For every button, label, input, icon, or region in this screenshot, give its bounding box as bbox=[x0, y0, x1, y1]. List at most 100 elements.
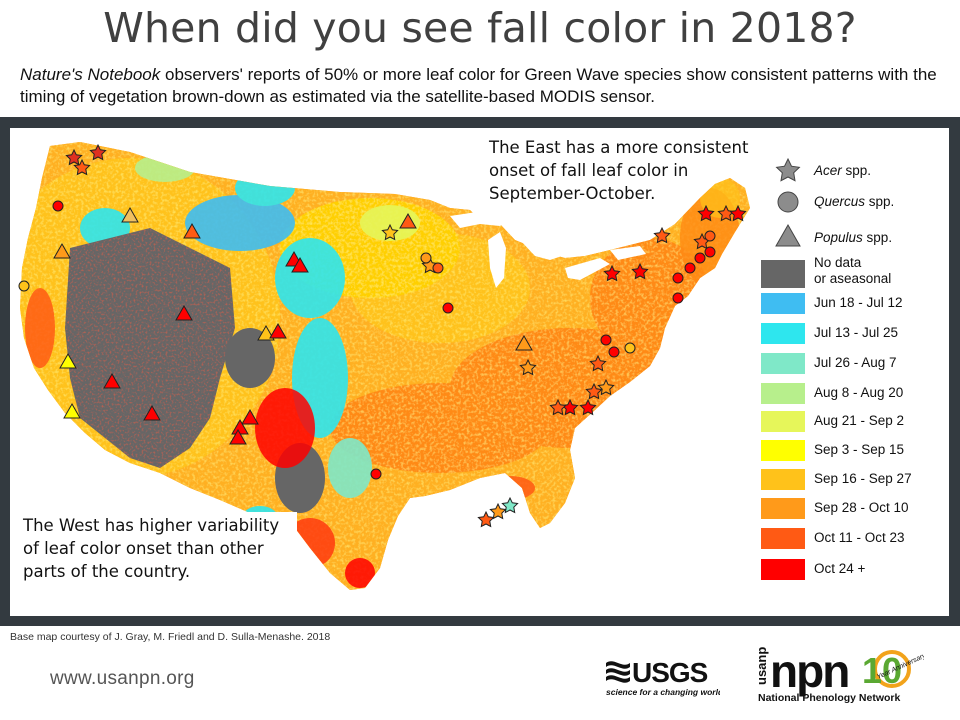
legend-swatch bbox=[761, 353, 805, 374]
quercus-marker bbox=[432, 262, 444, 274]
legend-label: Sep 16 - Sep 27 bbox=[814, 471, 912, 486]
populus-marker bbox=[291, 256, 309, 273]
acer-marker bbox=[65, 148, 83, 166]
legend-label-no-data: No data or aseasonal bbox=[814, 255, 892, 286]
acer-marker bbox=[89, 143, 107, 161]
legend-populus-label: Populus spp. bbox=[814, 230, 893, 245]
legend-quercus: Quercus spp. bbox=[758, 187, 948, 217]
acer-marker bbox=[597, 378, 615, 396]
acer-marker bbox=[589, 354, 607, 372]
quercus-marker bbox=[624, 342, 636, 354]
quercus-marker bbox=[704, 246, 716, 258]
populus-marker bbox=[53, 242, 71, 259]
legend-swatch bbox=[761, 323, 805, 344]
acer-marker bbox=[549, 398, 567, 416]
circle-icon bbox=[777, 191, 799, 213]
legend-swatch bbox=[761, 469, 805, 490]
quercus-marker bbox=[694, 252, 706, 264]
observation-markers bbox=[18, 143, 747, 528]
acer-marker bbox=[519, 358, 537, 376]
website-link[interactable]: www.usanpn.org bbox=[50, 668, 195, 689]
legend-label: Sep 3 - Sep 15 bbox=[814, 442, 905, 457]
usanpn-logo: usanpn npn 10 Year Anniversary National … bbox=[754, 647, 924, 704]
legend-label: Oct 24 + bbox=[814, 561, 866, 576]
legend-swatch bbox=[761, 559, 805, 580]
quercus-marker bbox=[442, 302, 454, 314]
svg-text:npn: npn bbox=[770, 647, 848, 697]
quercus-marker bbox=[684, 262, 696, 274]
populus-marker bbox=[175, 304, 193, 321]
populus-marker bbox=[143, 404, 161, 421]
page-title: When did you see fall color in 2018? bbox=[103, 4, 857, 52]
legend-label: Jul 26 - Aug 7 bbox=[814, 355, 897, 370]
quercus-marker bbox=[704, 230, 716, 242]
acer-marker bbox=[729, 204, 747, 222]
populus-markers bbox=[53, 206, 533, 445]
quercus-marker bbox=[672, 272, 684, 284]
east-callout: The East has a more consistent onset of … bbox=[489, 138, 749, 203]
legend-swatch bbox=[761, 383, 805, 404]
triangle-icon bbox=[775, 223, 801, 247]
acer-marker bbox=[381, 223, 399, 241]
populus-marker bbox=[399, 212, 417, 229]
quercus-markers bbox=[18, 200, 716, 480]
legend-swatch bbox=[761, 528, 805, 549]
subtitle: Nature's Notebook observers' reports of … bbox=[20, 64, 950, 108]
west-callout: The West has higher variability of leaf … bbox=[13, 512, 297, 587]
legend-populus: Populus spp. bbox=[758, 221, 948, 251]
quercus-marker bbox=[18, 280, 30, 292]
acer-marker bbox=[585, 382, 603, 400]
svg-text:10: 10 bbox=[862, 650, 902, 691]
legend-label: Jul 13 - Jul 25 bbox=[814, 325, 899, 340]
quercus-marker bbox=[52, 200, 64, 212]
acer-marker bbox=[603, 264, 621, 282]
legend-label: Aug 21 - Sep 2 bbox=[814, 413, 905, 428]
usgs-logo: USGS science for a changing world bbox=[606, 657, 720, 697]
legend-label: Sep 28 - Oct 10 bbox=[814, 500, 909, 515]
acer-marker bbox=[489, 502, 507, 520]
subtitle-rest: observers' reports of 50% or more leaf c… bbox=[20, 65, 937, 106]
svg-text:USGS: USGS bbox=[632, 657, 708, 688]
acer-marker bbox=[477, 510, 495, 528]
acer-marker bbox=[697, 204, 715, 222]
populus-marker bbox=[257, 324, 275, 341]
populus-marker bbox=[103, 372, 121, 389]
populus-marker bbox=[515, 334, 533, 351]
quercus-marker bbox=[370, 468, 382, 480]
legend-swatch bbox=[761, 293, 805, 314]
quercus-marker bbox=[672, 292, 684, 304]
base-map-credit: Base map courtesy of J. Gray, M. Friedl … bbox=[10, 631, 331, 643]
populus-marker bbox=[63, 402, 81, 419]
legend-swatch bbox=[761, 498, 805, 519]
populus-marker bbox=[183, 222, 201, 239]
svg-text:usanpn: usanpn bbox=[754, 647, 769, 685]
populus-marker bbox=[229, 428, 247, 445]
svg-text:National Phenology Network: National Phenology Network bbox=[758, 692, 901, 704]
legend-swatch-no-data bbox=[761, 260, 805, 288]
quercus-marker bbox=[600, 334, 612, 346]
acer-marker bbox=[73, 158, 91, 176]
legend-acer-label: Acer spp. bbox=[814, 163, 872, 178]
legend-label: Oct 11 - Oct 23 bbox=[814, 530, 905, 545]
legend-label: Jun 18 - Jul 12 bbox=[814, 295, 903, 310]
acer-marker bbox=[501, 496, 519, 514]
populus-marker bbox=[241, 408, 259, 425]
legend-swatch bbox=[761, 440, 805, 461]
populus-marker bbox=[59, 352, 77, 369]
acer-marker bbox=[579, 398, 597, 416]
legend-acer: Acer spp. bbox=[758, 155, 948, 185]
star-icon bbox=[775, 157, 801, 182]
populus-marker bbox=[121, 206, 139, 223]
acer-marker bbox=[653, 226, 671, 244]
great-lakes bbox=[450, 210, 646, 288]
legend-quercus-label: Quercus spp. bbox=[814, 194, 895, 209]
legend-swatch bbox=[761, 411, 805, 432]
svg-text:science for a changing world: science for a changing world bbox=[606, 687, 720, 697]
acer-marker bbox=[631, 262, 649, 280]
subtitle-italic: Nature's Notebook bbox=[20, 65, 161, 84]
legend-label: Aug 8 - Aug 20 bbox=[814, 385, 904, 400]
quercus-marker bbox=[420, 252, 432, 264]
quercus-marker bbox=[608, 346, 620, 358]
populus-marker bbox=[269, 322, 287, 339]
map-panel: The East has a more consistent onset of … bbox=[10, 128, 949, 616]
